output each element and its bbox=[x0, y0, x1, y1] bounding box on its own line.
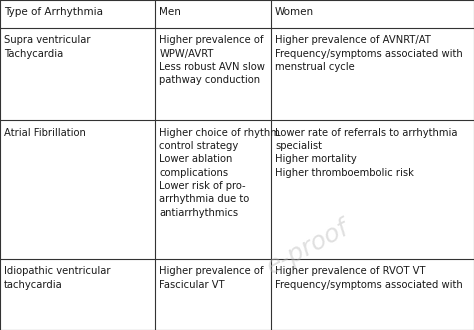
Text: control strategy: control strategy bbox=[159, 141, 238, 151]
Text: WPW/AVRT: WPW/AVRT bbox=[159, 49, 214, 59]
Text: Higher mortality: Higher mortality bbox=[275, 154, 356, 164]
Text: Tachycardia: Tachycardia bbox=[4, 49, 63, 59]
Text: e-proof: e-proof bbox=[263, 216, 353, 279]
Text: complications: complications bbox=[159, 168, 228, 178]
Text: specialist: specialist bbox=[275, 141, 322, 151]
Text: Higher prevalence of: Higher prevalence of bbox=[159, 266, 264, 276]
Text: Higher prevalence of RVOT VT: Higher prevalence of RVOT VT bbox=[275, 266, 426, 276]
Text: Supra ventricular: Supra ventricular bbox=[4, 35, 90, 45]
Text: Higher thromboembolic risk: Higher thromboembolic risk bbox=[275, 168, 414, 178]
Text: Fascicular VT: Fascicular VT bbox=[159, 280, 225, 290]
Text: Frequency/symptoms associated with: Frequency/symptoms associated with bbox=[275, 49, 463, 59]
Text: Higher choice of rhythm: Higher choice of rhythm bbox=[159, 128, 280, 138]
Text: Lower rate of referrals to arrhythmia: Lower rate of referrals to arrhythmia bbox=[275, 128, 457, 138]
Text: Less robust AVN slow: Less robust AVN slow bbox=[159, 62, 265, 72]
Text: pathway conduction: pathway conduction bbox=[159, 75, 260, 85]
Text: Men: Men bbox=[159, 7, 181, 17]
Text: Lower risk of pro-: Lower risk of pro- bbox=[159, 181, 246, 191]
Text: Women: Women bbox=[275, 7, 314, 17]
Text: Higher prevalence of: Higher prevalence of bbox=[159, 35, 264, 45]
Text: Lower ablation: Lower ablation bbox=[159, 154, 233, 164]
Text: menstrual cycle: menstrual cycle bbox=[275, 62, 355, 72]
Text: tachycardia: tachycardia bbox=[4, 280, 63, 290]
Text: Frequency/symptoms associated with: Frequency/symptoms associated with bbox=[275, 280, 463, 290]
Text: Atrial Fibrillation: Atrial Fibrillation bbox=[4, 128, 86, 138]
Text: arrhythmia due to: arrhythmia due to bbox=[159, 194, 249, 204]
Text: Type of Arrhythmia: Type of Arrhythmia bbox=[4, 7, 103, 17]
Text: Higher prevalence of AVNRT/AT: Higher prevalence of AVNRT/AT bbox=[275, 35, 431, 45]
Text: antiarrhythmics: antiarrhythmics bbox=[159, 208, 238, 217]
Text: Idiopathic ventricular: Idiopathic ventricular bbox=[4, 266, 110, 276]
